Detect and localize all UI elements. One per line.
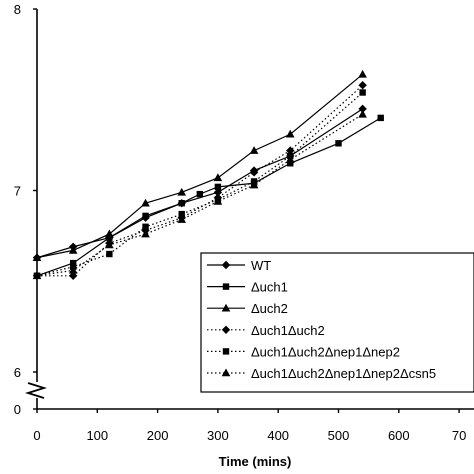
data-point xyxy=(358,69,367,78)
x-tick-label: 100 xyxy=(86,428,108,443)
x-axis-label: Time (mins) xyxy=(219,454,292,469)
legend-entry: WT xyxy=(207,258,271,273)
data-point xyxy=(249,180,259,189)
data-point xyxy=(68,271,78,281)
legend: WTΔuch1Δuch2Δuch1Δuch2Δuch1Δuch2Δnep1Δne… xyxy=(200,252,474,393)
data-point xyxy=(359,89,366,96)
legend-marker xyxy=(221,303,231,312)
data-point xyxy=(178,200,185,207)
data-point xyxy=(32,253,42,261)
legend-label: Δuch1Δuch2 xyxy=(251,323,325,338)
x-tick-label: 0 xyxy=(33,428,40,443)
data-point xyxy=(106,234,113,241)
legend-marker xyxy=(221,260,231,270)
legend-label: Δuch1Δuch2Δnep1Δnep2 xyxy=(251,344,400,359)
data-point xyxy=(105,229,114,238)
x-tick-label: 70 xyxy=(452,428,466,443)
x-tick-label: 600 xyxy=(388,428,410,443)
legend-entry: Δuch2 xyxy=(207,301,288,316)
data-point xyxy=(377,114,384,122)
data-point xyxy=(142,223,149,230)
legend-entry: Δuch1Δuch2 xyxy=(207,323,325,338)
y-tick-label: 8 xyxy=(14,2,21,17)
data-point xyxy=(177,215,187,223)
data-point xyxy=(249,168,259,177)
legend-marker xyxy=(222,283,230,290)
series-line xyxy=(36,92,364,277)
legend-label: Δuch1 xyxy=(251,280,288,295)
legend-entry: Δuch1Δuch2Δnep1Δnep2Δcsn5 xyxy=(207,366,436,381)
data-point xyxy=(213,196,223,205)
y-tick-label: 7 xyxy=(14,184,21,199)
data-point xyxy=(196,190,204,198)
series-line xyxy=(36,108,363,259)
data-point xyxy=(287,160,294,167)
data-point xyxy=(32,271,42,280)
series-3 xyxy=(32,69,367,261)
data-point xyxy=(358,104,367,114)
x-tick-label: 400 xyxy=(267,428,289,443)
series-line xyxy=(36,117,382,277)
legend-entry: Δuch1 xyxy=(207,280,288,295)
axis-break-mark xyxy=(24,382,48,399)
data-point xyxy=(335,140,342,147)
legend-label: Δuch2 xyxy=(251,301,288,316)
series-layer xyxy=(32,69,384,281)
legend-entry: Δuch1Δuch2Δnep1Δnep2 xyxy=(207,344,400,359)
data-point xyxy=(285,129,295,138)
data-point xyxy=(68,265,78,274)
series-5 xyxy=(33,89,366,280)
data-point xyxy=(68,245,78,254)
series-line xyxy=(37,84,364,277)
legend-box xyxy=(200,252,474,393)
series-4 xyxy=(32,81,367,281)
data-point xyxy=(249,146,259,154)
legend-label: Δuch1Δuch2Δnep1Δnep2Δcsn5 xyxy=(251,366,436,381)
data-point xyxy=(106,250,113,258)
data-point xyxy=(105,240,114,249)
series-1 xyxy=(32,104,367,262)
data-point xyxy=(358,81,367,90)
data-point xyxy=(213,188,223,197)
data-point xyxy=(285,155,295,163)
data-point xyxy=(142,212,149,220)
y-tick-label: 6 xyxy=(14,365,21,380)
data-point xyxy=(141,229,150,238)
legend-label: WT xyxy=(251,258,271,273)
data-point xyxy=(358,109,367,118)
x-tick-label: 500 xyxy=(328,428,350,443)
data-point xyxy=(177,187,187,196)
data-point xyxy=(286,146,295,155)
legend-marker xyxy=(221,368,231,377)
legend-marker xyxy=(221,325,231,334)
x-tick-label: 200 xyxy=(147,428,169,443)
data-point xyxy=(69,259,77,267)
data-point xyxy=(178,210,185,218)
y-tick-label: 0 xyxy=(14,402,21,417)
data-point xyxy=(214,183,222,191)
data-point xyxy=(213,173,223,182)
legend-marker xyxy=(222,348,230,355)
x-tick-label: 300 xyxy=(207,428,229,443)
series-6 xyxy=(32,109,367,280)
series-line xyxy=(36,73,364,259)
data-point xyxy=(141,198,150,207)
